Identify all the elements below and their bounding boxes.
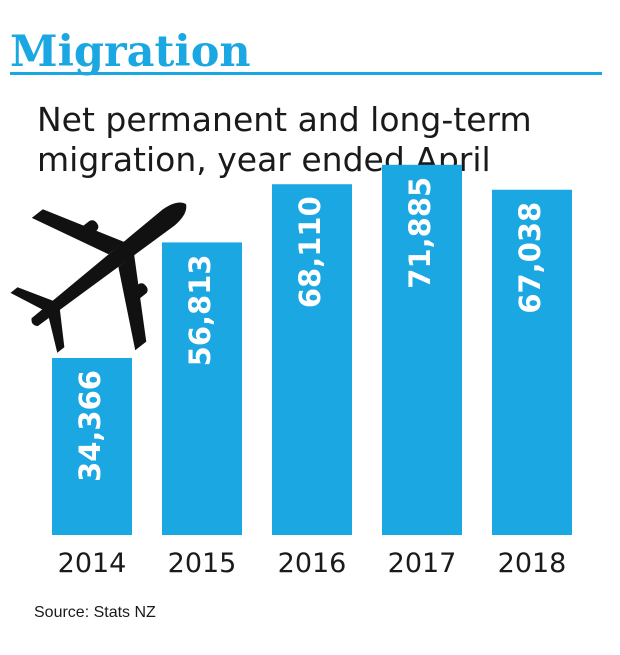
chart-header: Migration xyxy=(10,30,602,80)
x-tick-label-2015: 2015 xyxy=(168,548,237,579)
chart-title: Net permanent and long-term migration, y… xyxy=(37,100,532,179)
airplane-icon xyxy=(10,202,187,353)
x-tick-label-2017: 2017 xyxy=(388,548,457,579)
value-label-2017: 71,885 xyxy=(403,177,437,289)
bar-2015 xyxy=(162,242,242,535)
value-label-2016: 68,110 xyxy=(293,196,327,308)
bar-2018 xyxy=(492,189,572,535)
header-rule xyxy=(10,72,602,75)
bar-2014 xyxy=(52,358,132,535)
source-note: Source: Stats NZ xyxy=(34,604,156,621)
value-label-2015: 56,813 xyxy=(183,254,217,366)
value-label-2018: 67,038 xyxy=(513,202,547,314)
x-tick-label-2016: 2016 xyxy=(278,548,347,579)
value-label-2014: 34,366 xyxy=(73,370,107,482)
bar-2016 xyxy=(272,184,352,535)
bar-2017 xyxy=(382,164,462,536)
header-title: Migration xyxy=(10,27,251,77)
x-tick-label-2014: 2014 xyxy=(58,548,127,579)
x-tick-label-2018: 2018 xyxy=(498,548,567,579)
